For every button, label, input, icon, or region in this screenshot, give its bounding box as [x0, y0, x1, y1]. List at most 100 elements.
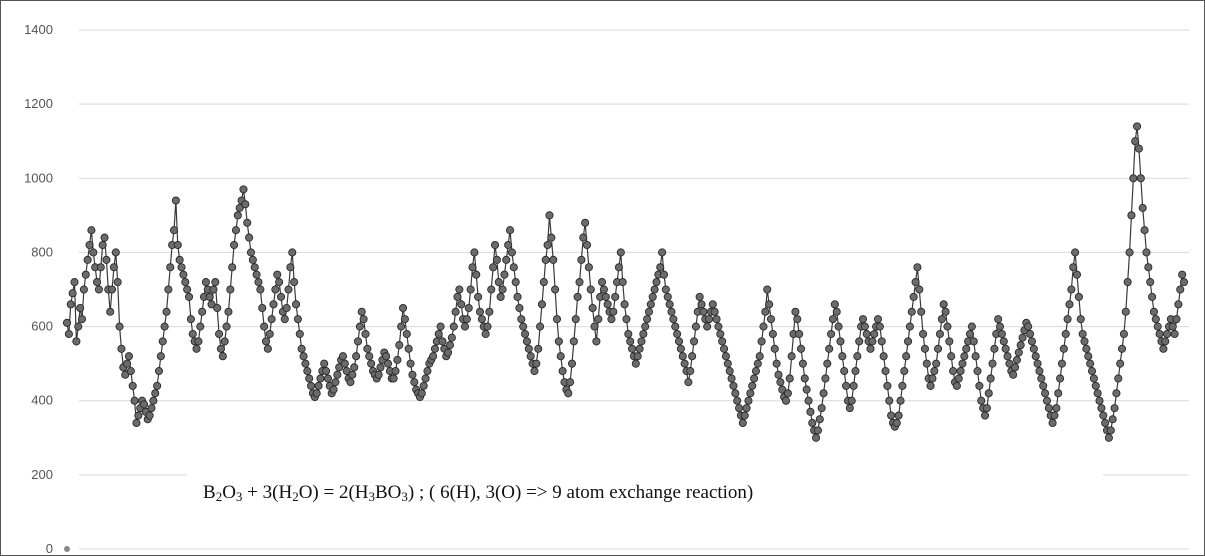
data-point — [306, 381, 316, 390]
data-point — [323, 374, 333, 383]
data-point — [644, 307, 654, 316]
data-point — [1042, 396, 1052, 405]
data-point — [967, 322, 976, 331]
data-point — [710, 307, 719, 316]
data-point — [879, 352, 888, 361]
data-point — [806, 407, 815, 416]
data-point — [498, 285, 507, 294]
data-point — [389, 374, 398, 383]
y-tick-label: 200 — [31, 467, 53, 482]
data-point — [348, 370, 357, 379]
data-point — [637, 337, 646, 346]
data-point — [177, 263, 186, 272]
data-point — [519, 322, 528, 331]
data-point — [1118, 344, 1127, 353]
data-point — [198, 307, 207, 316]
data-point — [866, 344, 875, 353]
data-point — [429, 352, 438, 361]
data-point — [423, 367, 432, 376]
data-point — [383, 359, 393, 368]
data-point — [757, 337, 766, 346]
data-point — [658, 248, 667, 257]
data-point — [787, 352, 796, 361]
data-point — [100, 233, 109, 242]
data-point — [1159, 344, 1168, 353]
data-point — [656, 263, 665, 272]
data-point — [188, 329, 197, 339]
data-point — [949, 367, 958, 376]
data-point — [511, 278, 520, 287]
data-point — [186, 315, 195, 324]
data-point — [716, 329, 725, 339]
data-point — [725, 367, 734, 376]
data-point — [1003, 352, 1012, 361]
data-point — [915, 285, 924, 294]
data-point — [113, 278, 122, 287]
data-point — [917, 307, 926, 316]
data-point — [382, 352, 391, 361]
data-point — [554, 337, 563, 346]
data-point — [451, 307, 460, 316]
data-point — [1012, 355, 1021, 364]
data-point — [798, 359, 807, 368]
data-point — [532, 359, 541, 368]
data-point — [494, 278, 503, 287]
data-point — [599, 285, 608, 294]
data-point — [239, 185, 248, 194]
data-point — [303, 367, 312, 376]
data-point — [643, 315, 652, 324]
data-point — [175, 255, 184, 264]
data-point — [275, 278, 284, 287]
data-point — [404, 344, 413, 353]
data-point — [714, 322, 723, 331]
data-point — [1050, 411, 1059, 420]
data-point — [783, 389, 792, 398]
data-point — [750, 374, 759, 383]
data-point — [1097, 404, 1106, 413]
data-point — [376, 363, 385, 372]
data-point — [590, 322, 599, 331]
data-point — [937, 315, 946, 324]
data-point — [117, 344, 126, 353]
data-point — [408, 370, 417, 379]
data-point — [1065, 300, 1074, 309]
data-point — [94, 285, 103, 294]
data-point — [812, 433, 821, 442]
data-point — [920, 344, 929, 353]
y-tick-label: 400 — [31, 393, 53, 408]
data-point — [813, 426, 822, 435]
data-point — [622, 315, 631, 324]
data-point — [1057, 359, 1067, 368]
data-point — [79, 285, 88, 294]
data-point — [109, 263, 118, 272]
data-point — [703, 322, 712, 331]
data-point — [1163, 329, 1172, 339]
data-point — [567, 359, 577, 368]
data-point — [1016, 341, 1025, 350]
data-point — [226, 285, 235, 294]
data-point — [160, 322, 169, 331]
data-point — [828, 315, 837, 324]
data-point — [688, 352, 697, 361]
data-point — [220, 337, 229, 346]
data-point — [819, 389, 828, 398]
data-point — [877, 337, 886, 346]
y-axis-tick-labels: 0 200 400 600 800 1000 1200 1400 — [24, 22, 53, 555]
data-point — [896, 396, 905, 405]
data-point — [836, 337, 845, 346]
data-point — [1067, 285, 1076, 294]
data-point — [926, 381, 935, 390]
data-point — [1009, 370, 1018, 379]
y-tick-label: 0 — [46, 541, 53, 555]
data-point — [935, 329, 945, 339]
data-point — [1048, 418, 1057, 428]
data-point — [353, 337, 363, 346]
data-point — [273, 270, 282, 279]
data-point — [862, 329, 871, 339]
data-point — [543, 240, 552, 250]
annotation-text: ) ; ( 6(H), 3(O) => 9 atom exchange reac… — [407, 482, 754, 503]
data-point — [815, 415, 824, 424]
data-point — [941, 307, 950, 316]
